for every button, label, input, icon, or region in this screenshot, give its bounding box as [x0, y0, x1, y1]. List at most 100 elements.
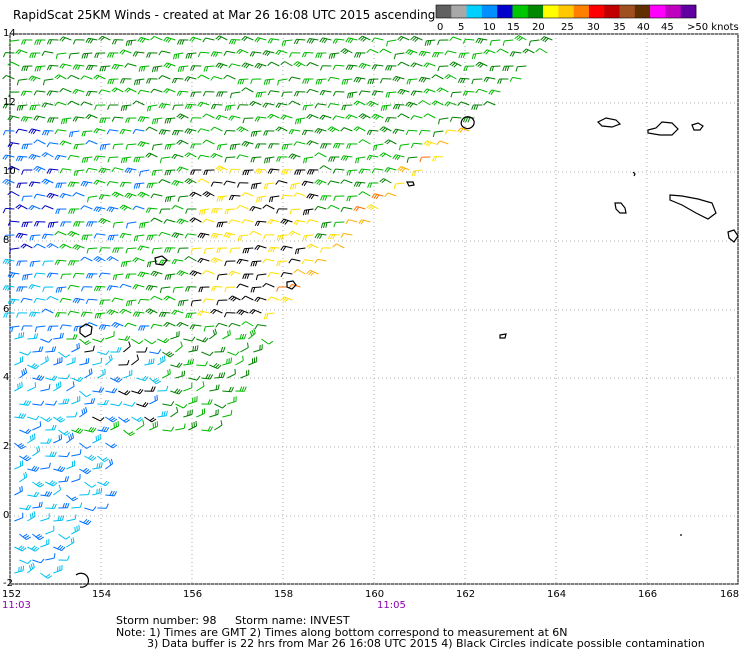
wind-barb	[327, 76, 340, 82]
wind-barb	[105, 416, 118, 423]
wind-barb	[119, 128, 132, 135]
wind-barb	[189, 217, 202, 223]
island-outline	[286, 280, 297, 290]
wind-barb	[302, 104, 314, 111]
wind-barb	[210, 181, 223, 187]
longitude-labels: 152 154 156 158 160 162 164 166 168	[2, 589, 739, 600]
wind-barb	[72, 64, 85, 71]
wind-barb	[173, 52, 184, 60]
wind-barb	[53, 564, 63, 574]
wind-barb	[151, 169, 163, 176]
wind-barb	[79, 467, 92, 475]
note-line-1: Note: 1) Times are GMT 2) Times along bo…	[116, 626, 568, 639]
wind-barb	[85, 298, 98, 304]
wind-barb	[20, 297, 33, 303]
wind-barb	[33, 165, 46, 173]
wind-barb	[410, 90, 423, 96]
wind-barb	[46, 272, 59, 278]
wind-barb	[3, 312, 15, 318]
wind-barb	[267, 113, 280, 119]
wind-barb	[340, 127, 353, 132]
wind-barb	[306, 140, 319, 146]
longitude-label: 162	[456, 589, 475, 600]
wind-barb	[189, 36, 202, 42]
wind-barb	[197, 232, 210, 239]
wind-barb	[301, 180, 314, 187]
wind-barb	[397, 166, 410, 173]
wind-barb	[197, 257, 210, 264]
wind-barb	[47, 325, 59, 332]
wind-barb	[535, 48, 548, 54]
wind-barb	[29, 234, 41, 241]
wind-barb	[158, 129, 171, 136]
wind-barb	[47, 221, 59, 228]
wind-barb	[509, 76, 522, 82]
wind-barb	[158, 103, 171, 109]
wind-barb	[7, 61, 20, 67]
wind-barb	[137, 89, 150, 95]
legend-swatch	[573, 5, 590, 18]
wind-barb	[164, 117, 176, 124]
wind-barb	[118, 359, 130, 366]
wind-barb	[489, 65, 501, 72]
wind-barb	[162, 351, 175, 358]
wind-barb	[197, 154, 210, 160]
wind-barb	[215, 62, 228, 69]
wind-barb	[250, 286, 262, 293]
wind-barb	[79, 338, 91, 346]
wind-barb	[289, 52, 301, 58]
wind-barb	[59, 193, 72, 199]
wind-barb	[215, 165, 228, 172]
wind-barb	[371, 113, 384, 120]
wind-barb	[66, 411, 78, 418]
legend-swatch	[665, 5, 682, 18]
latitude-label: 14	[3, 28, 16, 39]
wind-barb	[107, 156, 119, 163]
wind-barb	[33, 221, 46, 227]
wind-barb	[366, 48, 379, 54]
wind-barb	[170, 406, 179, 418]
wind-barb	[66, 537, 75, 548]
wind-barb	[248, 356, 258, 366]
wind-barb	[384, 192, 397, 198]
wind-barb	[201, 399, 213, 405]
wind-barb	[196, 408, 206, 418]
wind-barb	[254, 168, 267, 175]
wind-barb	[9, 325, 20, 333]
wind-barb	[125, 117, 137, 123]
wind-barb	[144, 416, 157, 423]
wind-barb	[42, 260, 54, 267]
wind-barb	[92, 387, 105, 393]
wind-barb	[150, 193, 163, 199]
wind-barb	[367, 182, 379, 188]
wind-barb	[132, 257, 145, 263]
wind-barb	[254, 116, 267, 122]
time-label-left: 11:03	[2, 600, 31, 611]
wind-barb	[139, 169, 150, 177]
wind-barb	[112, 221, 124, 228]
wind-barb	[277, 78, 288, 86]
wind-barb	[19, 367, 28, 379]
wind-barb	[119, 49, 132, 55]
wind-barb	[202, 270, 215, 275]
wind-barb	[119, 308, 132, 315]
wind-barb	[450, 91, 462, 98]
wind-barb	[84, 506, 97, 512]
wind-barb	[162, 401, 175, 407]
wind-barb	[106, 285, 119, 291]
wind-barb	[40, 338, 53, 343]
wind-barb	[81, 130, 93, 137]
wind-barb	[54, 129, 67, 135]
wind-barb	[72, 244, 85, 251]
wind-barb	[84, 398, 96, 405]
wind-barb	[97, 350, 110, 356]
wind-barb	[449, 116, 462, 122]
latitude-label: 12	[3, 97, 16, 108]
wind-barb	[120, 156, 132, 164]
wind-barb	[68, 130, 80, 138]
wind-barb	[164, 143, 176, 150]
wind-barb	[379, 178, 392, 184]
wind-barb	[241, 140, 254, 148]
wind-barb	[210, 51, 223, 58]
wind-barb	[184, 178, 197, 185]
